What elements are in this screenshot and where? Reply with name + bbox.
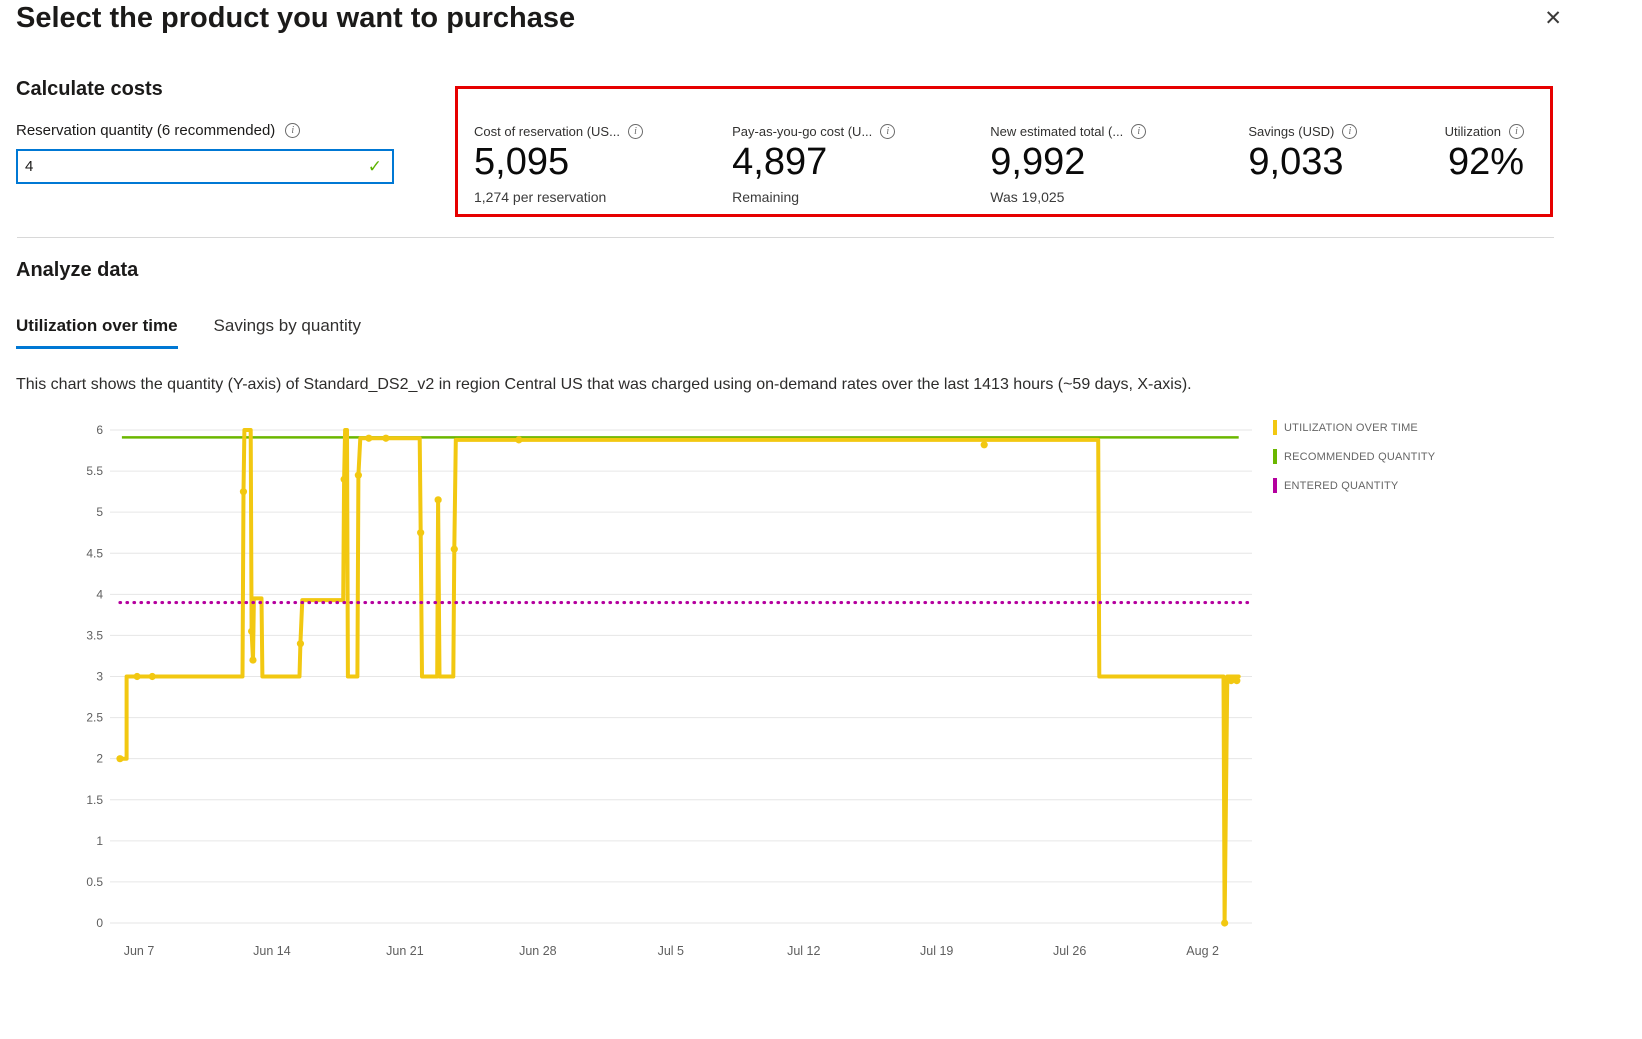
cost-metrics-box: Cost of reservation (US... i 5,095 1,274…	[455, 86, 1553, 217]
metric-cost-of-reservation: Cost of reservation (US... i 5,095 1,274…	[474, 124, 732, 214]
legend-label: RECOMMENDED QUANTITY	[1284, 450, 1436, 463]
analyze-data-heading: Analyze data	[16, 259, 139, 281]
data-point	[382, 434, 390, 442]
data-point	[980, 441, 988, 449]
info-icon[interactable]: i	[285, 123, 301, 138]
reservation-quantity-label: Reservation quantity (6 recommended)	[16, 122, 276, 139]
calculate-costs-heading: Calculate costs	[16, 78, 163, 100]
data-point	[1233, 677, 1241, 685]
data-point	[1221, 919, 1229, 927]
y-axis-label: 1.5	[86, 793, 103, 807]
metric-label: Savings (USD)	[1248, 124, 1335, 139]
x-axis-label: Jul 19	[920, 944, 953, 958]
info-icon[interactable]: i	[1509, 124, 1525, 139]
data-point	[248, 627, 256, 635]
data-point	[148, 672, 156, 681]
metric-utilization: Utilization i 92%	[1444, 124, 1525, 214]
chart-area: 6 5.5 5 4.5 4 3.5 3 2.5 2 1.5 1 0.5 0 Jun 7 Jun 14 Jun …	[15, 412, 1627, 1012]
legend-entered-quantity: ENTERED QUANTITY	[1273, 478, 1435, 493]
series-utilization-over-time	[118, 428, 1241, 925]
tab-bar: Utilization over time Savings by quantit…	[16, 316, 361, 349]
metric-sub: Remaining	[732, 189, 800, 205]
tab-utilization-over-time[interactable]: Utilization over time	[16, 316, 178, 349]
data-point	[365, 434, 373, 442]
metric-value: 92%	[1447, 141, 1525, 183]
metric-label: Cost of reservation (US...	[474, 124, 620, 139]
data-point	[515, 436, 523, 444]
y-axis-label: 2.5	[86, 711, 103, 725]
quantity-input-container: ✓	[16, 149, 394, 184]
chart-legend: UTILIZATION OVER TIME RECOMMENDED QUANTI…	[1273, 420, 1435, 507]
x-axis-label: Jun 28	[519, 944, 557, 958]
y-axis-label: 4.5	[86, 546, 103, 560]
data-point	[340, 475, 348, 483]
metric-value: 9,033	[1248, 141, 1344, 183]
tab-savings-by-quantity[interactable]: Savings by quantity	[214, 316, 361, 349]
legend-label: UTILIZATION OVER TIME	[1284, 421, 1418, 434]
info-icon[interactable]: i	[880, 124, 896, 139]
legend-swatch-yellow	[1273, 420, 1277, 435]
y-axis-label: 0.5	[86, 875, 103, 889]
reservation-quantity-row: Reservation quantity (6 recommended) i	[16, 122, 301, 139]
y-axis-label: 2	[96, 752, 103, 766]
metric-label: New estimated total (...	[990, 124, 1124, 139]
data-point	[354, 471, 362, 479]
y-axis-label: 4	[96, 587, 103, 601]
y-axis-label: 3	[96, 670, 103, 684]
legend-recommended-quantity: RECOMMENDED QUANTITY	[1273, 449, 1435, 464]
metric-sub: Was 19,025	[990, 189, 1065, 205]
metric-value: 5,095	[474, 141, 570, 183]
y-axis-label: 5	[96, 505, 103, 519]
utilization-chart[interactable]: 6 5.5 5 4.5 4 3.5 3 2.5 2 1.5 1 0.5 0 Jun 7 Jun 14 Jun …	[15, 412, 1265, 972]
info-icon[interactable]: i	[1131, 124, 1147, 139]
y-axis-label: 3.5	[86, 628, 103, 642]
x-axis-label: Jun 14	[253, 944, 291, 958]
y-axis-label: 1	[96, 834, 103, 848]
data-point	[450, 545, 458, 553]
legend-swatch-green	[1273, 449, 1277, 464]
page-title: Select the product you want to purchase	[16, 2, 576, 34]
metric-value: 9,992	[990, 141, 1086, 183]
x-axis-label: Aug 2	[1186, 944, 1219, 958]
valid-check-icon: ✓	[367, 156, 382, 176]
data-point	[116, 755, 124, 763]
metric-pay-as-you-go: Pay-as-you-go cost (U... i 4,897 Remaini…	[732, 124, 990, 214]
tab-label: Utilization over time	[16, 316, 178, 335]
legend-utilization-over-time: UTILIZATION OVER TIME	[1273, 420, 1435, 435]
close-icon[interactable]: ✕	[1544, 7, 1562, 30]
legend-swatch-magenta	[1273, 478, 1277, 493]
metric-savings: Savings (USD) i 9,033	[1248, 124, 1444, 214]
data-point	[1227, 677, 1235, 685]
data-point	[296, 640, 305, 648]
x-axis-label: Jul 5	[658, 944, 684, 958]
metric-new-estimated-total: New estimated total (... i 9,992 Was 19,…	[990, 124, 1248, 214]
metric-label: Pay-as-you-go cost (U...	[732, 124, 873, 139]
data-point	[417, 529, 425, 537]
x-axis-label: Jun 7	[124, 944, 155, 958]
tab-label: Savings by quantity	[213, 316, 361, 335]
metric-value: 4,897	[732, 141, 828, 183]
legend-label: ENTERED QUANTITY	[1284, 479, 1399, 492]
x-axis-label: Jun 21	[386, 944, 424, 958]
data-point	[249, 656, 257, 664]
x-axis-label: Jul 12	[787, 944, 820, 958]
info-icon[interactable]: i	[627, 124, 643, 139]
reservation-quantity-input[interactable]	[18, 151, 368, 182]
y-axis-label: 5.5	[86, 464, 103, 478]
data-point	[133, 672, 141, 681]
data-point	[434, 496, 442, 504]
info-icon[interactable]: i	[1342, 124, 1358, 139]
section-divider	[17, 237, 1554, 238]
y-axis-label: 0	[96, 916, 103, 930]
y-axis-label: 6	[96, 423, 103, 437]
metric-sub: 1,274 per reservation	[474, 189, 607, 205]
x-axis-label: Jul 26	[1053, 944, 1086, 958]
data-point	[239, 488, 248, 496]
metric-label: Utilization	[1444, 124, 1502, 139]
chart-description: This chart shows the quantity (Y-axis) o…	[16, 376, 1192, 393]
